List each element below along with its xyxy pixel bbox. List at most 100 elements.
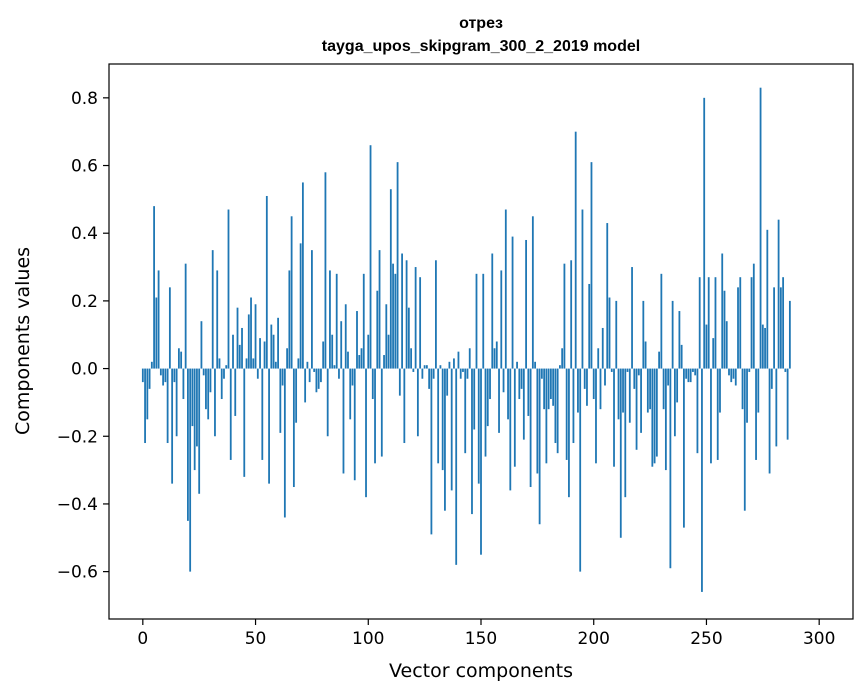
- bar-27: [202, 368, 205, 376]
- bar-110: [389, 189, 392, 369]
- bar-29: [207, 368, 210, 420]
- bar-106: [380, 368, 383, 457]
- bar-276: [764, 327, 766, 369]
- bar-140: [457, 351, 460, 369]
- bar-129: [432, 368, 435, 379]
- bar-1: [144, 368, 146, 444]
- bar-75: [311, 250, 313, 369]
- bar-55: [265, 195, 268, 369]
- bar-35: [220, 368, 223, 400]
- bar-44: [241, 327, 243, 369]
- x-tick-label: 300: [803, 629, 835, 649]
- bar-43: [238, 344, 241, 369]
- bar-192: [574, 131, 577, 369]
- bar-13: [171, 368, 174, 484]
- bar-101: [369, 145, 372, 369]
- bar-126: [425, 365, 428, 369]
- bar-122: [416, 368, 419, 437]
- bar-94: [353, 368, 356, 481]
- bar-130: [435, 260, 437, 369]
- bar-185: [559, 365, 561, 369]
- bar-25: [198, 368, 201, 494]
- bar-207: [608, 297, 611, 369]
- bar-169: [522, 368, 525, 440]
- bar-2: [146, 368, 149, 420]
- bar-98: [362, 273, 365, 369]
- bar-139: [455, 368, 458, 565]
- bar-71: [301, 182, 304, 369]
- bar-249: [703, 97, 706, 369]
- bar-252: [710, 368, 712, 464]
- bar-0: [141, 368, 144, 383]
- bar-227: [653, 368, 656, 464]
- bar-250: [705, 324, 708, 369]
- bar-240: [683, 368, 685, 528]
- bar-260: [728, 368, 730, 376]
- x-tick-label: 200: [578, 629, 610, 649]
- bar-108: [385, 304, 388, 369]
- bar-268: [746, 368, 748, 423]
- bar-91: [347, 351, 349, 369]
- bar-201: [595, 368, 597, 464]
- bar-220: [637, 368, 640, 376]
- bar-229: [658, 351, 661, 369]
- bar-125: [423, 365, 426, 369]
- bar-234: [669, 368, 672, 569]
- bar-275: [761, 324, 764, 369]
- bar-174: [534, 361, 537, 369]
- bar-176: [538, 368, 541, 525]
- bar-143: [464, 368, 467, 454]
- bar-157: [495, 341, 498, 369]
- bar-34: [218, 358, 221, 369]
- bar-4: [150, 361, 153, 369]
- bar-38: [227, 209, 230, 369]
- bar-36: [223, 368, 225, 379]
- bar-270: [750, 277, 753, 369]
- bar-161: [504, 209, 507, 369]
- bar-61: [279, 368, 282, 433]
- bar-135: [446, 368, 449, 396]
- bar-251: [707, 277, 710, 369]
- bar-121: [414, 267, 417, 369]
- bar-80: [322, 341, 325, 369]
- bar-162: [507, 368, 509, 420]
- x-tick-label: 150: [465, 629, 497, 649]
- bar-8: [159, 368, 162, 376]
- bar-128: [430, 368, 433, 535]
- bar-104: [376, 290, 379, 369]
- bar-111: [392, 263, 394, 369]
- bar-141: [459, 368, 462, 379]
- bar-14: [173, 368, 176, 383]
- y-tick-label: 0.4: [71, 224, 98, 244]
- bar-263: [734, 368, 737, 386]
- bar-170: [525, 239, 527, 369]
- bar-3: [148, 368, 151, 389]
- bar-239: [680, 344, 683, 369]
- bar-278: [768, 368, 771, 474]
- bar-241: [685, 368, 688, 379]
- bars-group: [141, 87, 791, 592]
- bar-164: [511, 236, 514, 369]
- bar-166: [516, 361, 518, 369]
- y-tick-label: 0.0: [71, 360, 98, 380]
- bar-102: [371, 368, 374, 400]
- bar-11: [166, 368, 169, 444]
- y-tick-label: 0.6: [71, 157, 98, 177]
- bar-124: [421, 368, 424, 379]
- bar-97: [360, 348, 363, 369]
- bar-183: [554, 368, 557, 444]
- bar-37: [225, 365, 228, 369]
- bar-152: [484, 368, 487, 457]
- bar-78: [317, 368, 320, 389]
- bar-188: [565, 368, 568, 460]
- bar-89: [342, 368, 345, 474]
- bar-87: [338, 368, 340, 379]
- bar-45: [243, 368, 246, 477]
- bar-172: [529, 368, 532, 488]
- bar-163: [509, 368, 512, 491]
- bar-210: [615, 300, 618, 369]
- bar-171: [527, 368, 530, 416]
- x-tick-label: 0: [137, 629, 148, 649]
- bar-117: [405, 260, 408, 369]
